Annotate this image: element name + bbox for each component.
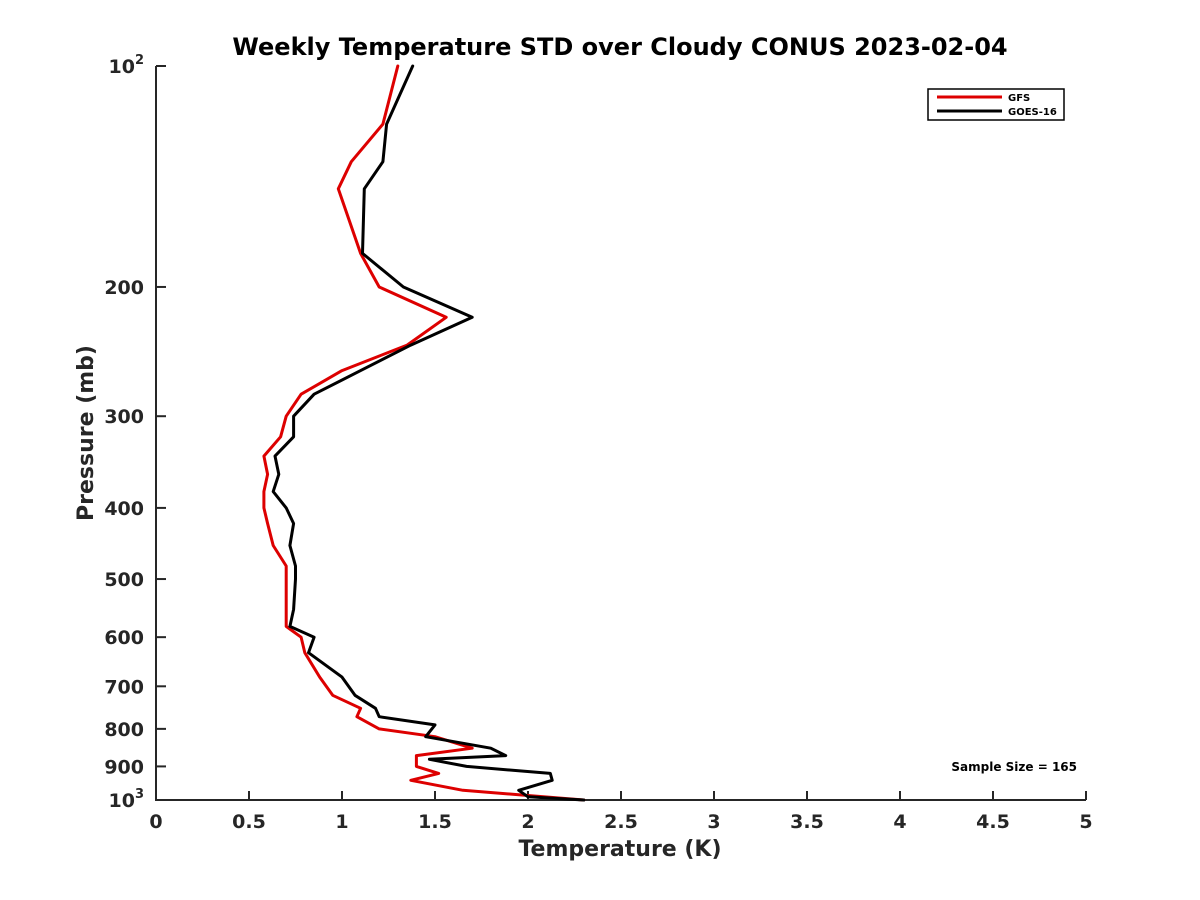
- y-tick-label: 300: [104, 406, 144, 428]
- sample-size-annotation: Sample Size = 165: [951, 760, 1077, 774]
- x-ticks: 0 0.5 1 1.5 2 2.5 3 3.5 4 4.5 5: [149, 791, 1093, 833]
- legend-box: [927, 88, 1065, 121]
- y-tick-base: 10: [109, 790, 135, 812]
- y-tick-base: 300: [104, 406, 144, 428]
- series-group: [262, 64, 586, 802]
- y-tick-exponent: 2: [135, 53, 144, 68]
- y-tick-label: 800: [104, 719, 144, 741]
- y-axis-label: Pressure (mb): [74, 345, 99, 521]
- x-tick-label: 2.5: [604, 811, 638, 833]
- y-tick-label: 500: [104, 569, 144, 591]
- legend-label: GFS: [1008, 93, 1030, 104]
- y-tick-base: 700: [104, 676, 144, 698]
- y-tick-base: 200: [104, 277, 144, 299]
- y-tick-label: 900: [104, 756, 144, 778]
- y-tick-label: 700: [104, 676, 144, 698]
- chart-title: Weekly Temperature STD over Cloudy CONUS…: [232, 33, 1007, 61]
- y-tick-base: 400: [104, 498, 144, 520]
- y-tick-label: 600: [104, 627, 144, 649]
- y-tick-label: 400: [104, 498, 144, 520]
- x-tick-label: 4: [893, 811, 906, 833]
- x-tick-label: 1.5: [418, 811, 452, 833]
- y-tick-base: 500: [104, 569, 144, 591]
- legend-entries: GFS GOES-16: [937, 93, 1057, 118]
- series-line-goes-16: [271, 64, 586, 802]
- x-tick-label: 1: [335, 811, 348, 833]
- x-tick-label: 4.5: [976, 811, 1010, 833]
- y-tick-base: 900: [104, 756, 144, 778]
- legend: GFS GOES-16: [927, 88, 1065, 121]
- y-tick-label: 102: [109, 53, 145, 78]
- x-tick-label: 0: [149, 811, 162, 833]
- x-tick-label: 3: [707, 811, 720, 833]
- x-tick-label: 0.5: [232, 811, 266, 833]
- y-tick-base: 600: [104, 627, 144, 649]
- x-tick-label: 3.5: [790, 811, 824, 833]
- y-tick-base: 10: [109, 56, 135, 78]
- x-axis-label: Temperature (K): [518, 837, 721, 862]
- x-tick-label: 5: [1079, 811, 1092, 833]
- y-tick-label: 103: [109, 787, 145, 812]
- x-tick-label: 2: [521, 811, 534, 833]
- y-tick-base: 800: [104, 719, 144, 741]
- y-tick-exponent: 3: [135, 787, 144, 802]
- y-tick-label: 200: [104, 277, 144, 299]
- series-line-gfs: [262, 64, 586, 802]
- legend-label: GOES-16: [1008, 107, 1057, 118]
